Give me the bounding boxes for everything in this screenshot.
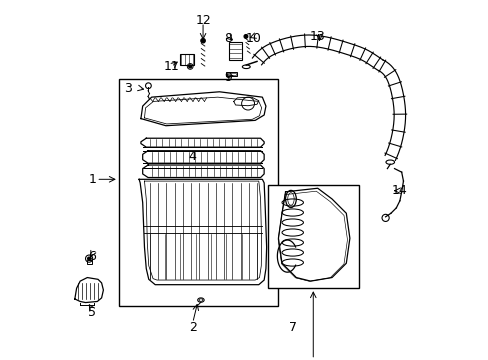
Bar <box>225 72 237 76</box>
Text: 13: 13 <box>309 30 325 43</box>
Bar <box>180 54 194 65</box>
Text: 11: 11 <box>163 60 179 73</box>
Bar <box>86 260 91 264</box>
Text: 4: 4 <box>188 150 196 163</box>
Circle shape <box>188 65 191 68</box>
Text: 12: 12 <box>195 14 211 27</box>
Text: 6: 6 <box>87 249 95 262</box>
Circle shape <box>87 257 90 260</box>
Bar <box>119 79 277 306</box>
Text: 3: 3 <box>124 82 132 95</box>
Text: 14: 14 <box>391 184 407 197</box>
Bar <box>226 73 236 75</box>
Text: 2: 2 <box>188 321 196 334</box>
Text: 9: 9 <box>224 71 232 84</box>
Circle shape <box>201 39 205 43</box>
Text: 10: 10 <box>245 32 261 45</box>
Text: 8: 8 <box>224 32 232 45</box>
Bar <box>228 42 241 60</box>
Text: 5: 5 <box>87 306 96 319</box>
Circle shape <box>244 35 247 38</box>
Text: 1: 1 <box>88 173 97 186</box>
Text: 7: 7 <box>288 321 296 334</box>
Bar <box>267 185 358 288</box>
